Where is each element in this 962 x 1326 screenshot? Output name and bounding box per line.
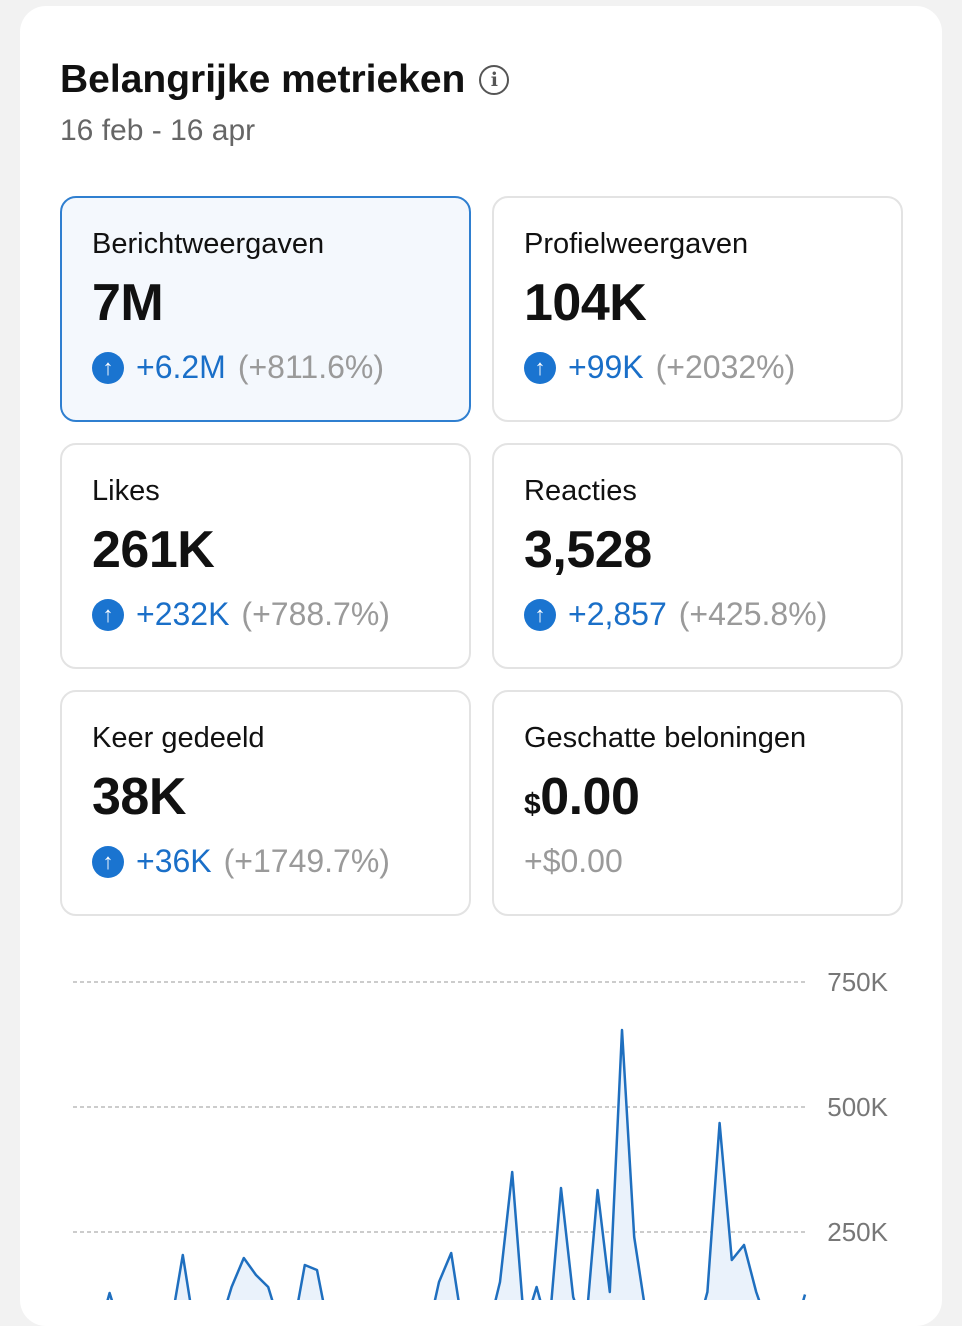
metric-delta: ↑ +36K (+1749.7%) (92, 843, 469, 880)
metric-label: Keer gedeeld (92, 722, 265, 754)
delta-value: +6.2M (136, 349, 226, 385)
metric-label: Likes (92, 475, 160, 507)
metric-value-text: 0.00 (540, 768, 640, 826)
metric-value-text: 3,528 (524, 521, 652, 579)
arrow-up-icon: ↑ (92, 598, 124, 631)
delta-value: +36K (136, 843, 212, 879)
metric-delta: +$0.00 (524, 843, 901, 880)
title-text: Belangrijke metrieken (60, 58, 466, 101)
y-tick-label: 250K (827, 1217, 888, 1247)
info-icon[interactable]: i (479, 65, 510, 95)
metric-value-text: 261K (92, 521, 215, 579)
series-area (107, 1030, 805, 1300)
delta-value: +$0.00 (524, 843, 623, 879)
metric-tile-2[interactable]: Likes 261K ↑ +232K (+788.7%) (60, 443, 471, 669)
delta-percent: (+2032%) (655, 349, 796, 385)
metric-value-text: 38K (92, 768, 186, 826)
currency-symbol: $ (524, 788, 541, 821)
series-line (106, 1028, 807, 1300)
metric-value: $0.00 (524, 767, 901, 827)
metric-label: Berichtweergaven (92, 228, 325, 260)
metric-value-text: 7M (92, 274, 164, 332)
arrow-up-icon: ↑ (524, 598, 556, 631)
delta-percent: (+425.8%) (678, 596, 828, 632)
metric-value-text: 104K (524, 274, 647, 332)
metric-tile-4[interactable]: Keer gedeeld 38K ↑ +36K (+1749.7%) (60, 690, 471, 916)
delta-value: +232K (136, 596, 230, 632)
metric-delta: ↑ +99K (+2032%) (524, 349, 901, 386)
metric-value: 104K (524, 273, 901, 333)
metric-tile-5[interactable]: Geschatte beloningen $0.00 +$0.00 (492, 690, 903, 916)
metric-label: Profielweergaven (524, 228, 749, 260)
metric-value: 7M (92, 273, 469, 333)
delta-value: +99K (568, 349, 644, 385)
metric-delta: ↑ +2,857 (+425.8%) (524, 596, 901, 633)
delta-percent: (+788.7%) (241, 596, 390, 632)
y-tick-label: 500K (827, 1092, 888, 1122)
metric-label: Geschatte beloningen (524, 722, 807, 754)
delta-value: +2,857 (568, 596, 667, 632)
arrow-up-icon: ↑ (524, 351, 556, 384)
metric-label: Reacties (524, 475, 637, 507)
metric-tile-3[interactable]: Reacties 3,528 ↑ +2,857 (+425.8%) (492, 443, 903, 669)
metric-tile-1[interactable]: Profielweergaven 104K ↑ +99K (+2032%) (492, 196, 903, 422)
section-title: Belangrijke metrieken i (60, 58, 510, 102)
delta-percent: (+1749.7%) (223, 843, 390, 879)
metric-delta: ↑ +232K (+788.7%) (92, 596, 469, 633)
metric-tile-0[interactable]: Berichtweergaven 7M ↑ +6.2M (+811.6%) (60, 196, 471, 422)
arrow-up-icon: ↑ (92, 845, 124, 878)
metric-delta: ↑ +6.2M (+811.6%) (92, 349, 469, 386)
arrow-up-icon: ↑ (92, 351, 124, 384)
metric-value: 261K (92, 520, 469, 580)
delta-percent: (+811.6%) (237, 349, 384, 385)
metric-value: 3,528 (524, 520, 901, 580)
date-range: 16 feb - 16 apr (60, 114, 256, 147)
y-tick-label: 750K (827, 967, 888, 997)
metric-value: 38K (92, 767, 469, 827)
